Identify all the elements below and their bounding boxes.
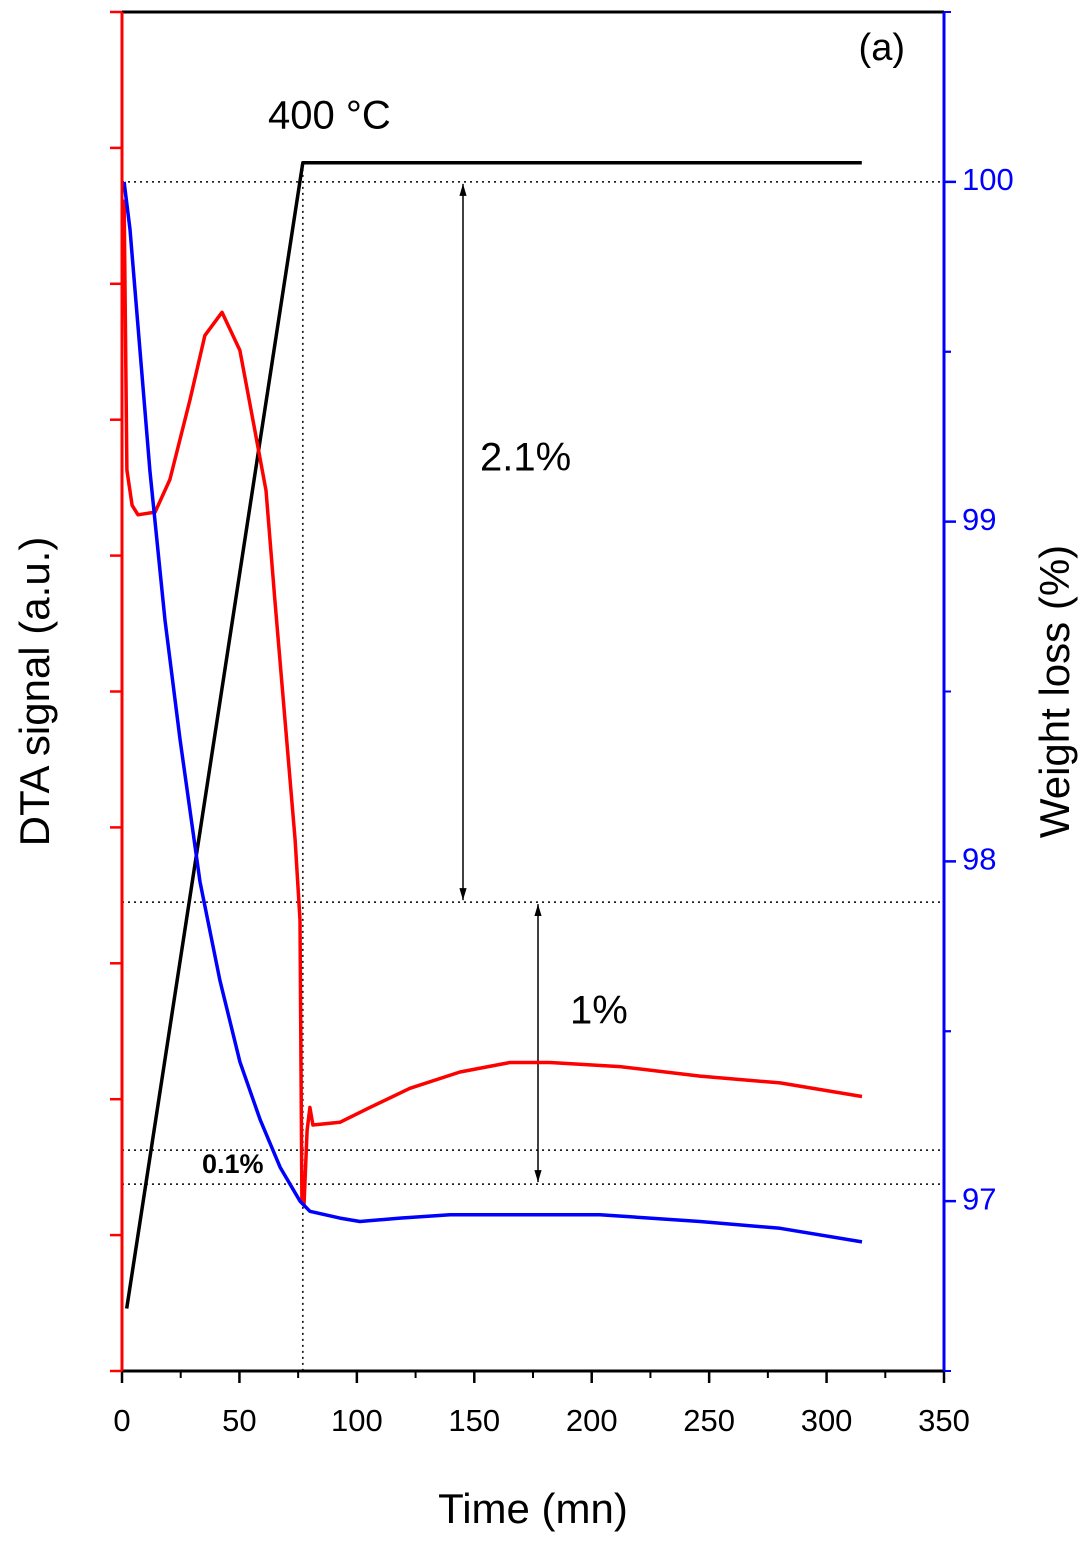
x-tick-label: 200 [566,1403,618,1438]
panel-label: (a) [859,27,905,69]
annotation: 0.1% [202,1149,264,1179]
x-tick-label: 100 [331,1403,383,1438]
y2-tick-label: 99 [962,502,996,537]
y2-tick-label: 97 [962,1181,996,1216]
y2-axis-label: Weight loss (%) [1031,545,1078,838]
series-line [124,161,862,1309]
x-tick-label: 0 [113,1403,130,1438]
annotation: 1% [570,989,628,1033]
annotation: 2.1% [480,436,571,480]
y-axis-label: DTA signal (a.u.) [11,537,58,847]
y2-tick-label: 100 [962,162,1014,197]
x-tick-label: 250 [683,1403,735,1438]
x-axis-label: Time (mn) [438,1485,628,1532]
series-line [122,181,863,1244]
x-tick-label: 150 [448,1403,500,1438]
x-tick-label: 50 [222,1403,256,1438]
y2-tick-label: 98 [962,842,996,877]
x-tick-label: 350 [918,1403,970,1438]
series-line [122,199,863,1207]
annotation: 400 °C [268,94,391,138]
x-tick-label: 300 [801,1403,853,1438]
